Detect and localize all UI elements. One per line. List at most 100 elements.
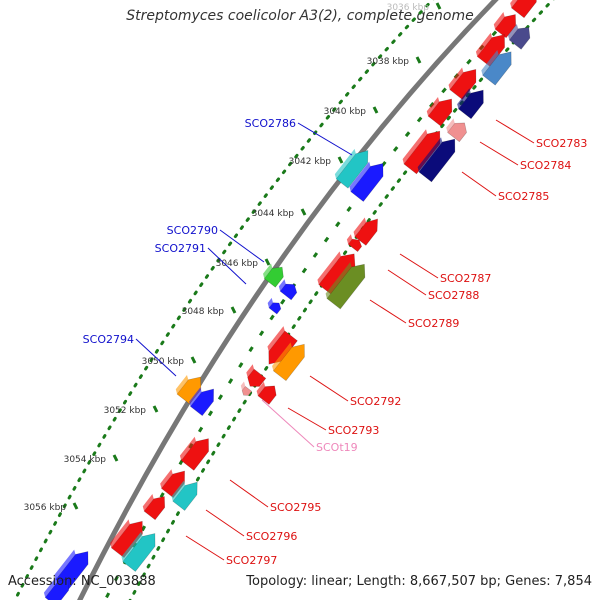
gene-label[interactable]: SCO2792: [350, 395, 401, 408]
gene-label[interactable]: SCO2783: [536, 137, 587, 150]
gene-arrow-bevel: [481, 49, 499, 76]
tick-mark: [230, 306, 237, 314]
label-leader-line: [495, 119, 535, 144]
gene-arrow-bevel: [246, 364, 255, 378]
gene-feature[interactable]: [479, 44, 518, 86]
gene-feature[interactable]: [241, 364, 268, 391]
label-leader-line: [369, 299, 407, 324]
gene-label[interactable]: SCO2790: [167, 224, 218, 237]
gene-feature[interactable]: [187, 382, 219, 417]
gene-label[interactable]: SCO2786: [245, 117, 296, 130]
gene-arrow[interactable]: [190, 384, 219, 417]
gene-arrow-bevel: [346, 234, 353, 245]
gene-arrow-bevel: [267, 297, 273, 308]
label-leader-line: [399, 253, 439, 279]
gene-label[interactable]: SCOt19: [316, 441, 358, 454]
gene-feature[interactable]: [447, 62, 482, 100]
gene-arrow[interactable]: [257, 382, 280, 405]
gene-arrow[interactable]: [482, 47, 518, 86]
tick-label: 3048 kbp: [182, 307, 225, 317]
gene-feature[interactable]: [170, 475, 203, 511]
gene-arrow[interactable]: [335, 146, 374, 189]
gene-feature[interactable]: [506, 20, 535, 50]
gene-feature[interactable]: [455, 83, 489, 120]
gene-arrow-bevel: [121, 531, 143, 562]
gene-feature[interactable]: [444, 116, 471, 143]
tick-mark: [190, 356, 197, 364]
tick-mark: [372, 106, 379, 114]
gene-feature[interactable]: [270, 337, 310, 382]
gene-label[interactable]: SCO2785: [498, 190, 549, 203]
gene-label[interactable]: SCO2794: [83, 333, 134, 346]
label-leader-line: [287, 407, 327, 431]
gene-feature[interactable]: [158, 464, 190, 499]
gene-feature[interactable]: [508, 0, 542, 19]
tick-mark: [72, 502, 79, 510]
gene-label[interactable]: SCO2791: [155, 242, 206, 255]
gene-arrow-bevel: [475, 32, 493, 57]
gene-arrow[interactable]: [326, 259, 371, 310]
gene-feature[interactable]: [178, 431, 215, 471]
gene-arrow[interactable]: [427, 94, 458, 127]
gene-arrow[interactable]: [161, 466, 190, 499]
gene-arrow[interactable]: [403, 126, 446, 175]
gene-label[interactable]: SCO2795: [270, 501, 321, 514]
gene-arrow-bevel: [189, 387, 202, 407]
gene-arrow-bevel: [142, 494, 154, 512]
gene-feature[interactable]: [108, 514, 148, 559]
label-leader-line: [461, 171, 497, 197]
gene-label[interactable]: SCO2796: [246, 530, 297, 543]
label-leader-line: [207, 247, 247, 285]
gene-arrow[interactable]: [347, 236, 364, 253]
gene-feature[interactable]: [255, 379, 280, 405]
gene-arrow-bevel: [508, 23, 519, 41]
gene-arrow[interactable]: [508, 23, 534, 50]
gene-arrow[interactable]: [418, 134, 461, 183]
gene-label[interactable]: SCO2788: [428, 289, 479, 302]
gene-label[interactable]: SCO2787: [440, 272, 491, 285]
tick-label: 3050 kbp: [142, 357, 185, 367]
label-leader-line: [297, 122, 353, 156]
gene-arrow-bevel: [448, 67, 464, 90]
gene-arrow[interactable]: [272, 339, 310, 382]
gene-feature[interactable]: [277, 278, 300, 301]
tick-label: 3054 kbp: [64, 455, 107, 465]
gene-arrow-bevel: [240, 381, 246, 391]
gene-label[interactable]: SCO2793: [328, 424, 379, 437]
gene-feature[interactable]: [345, 234, 364, 253]
gene-arrow[interactable]: [263, 263, 287, 288]
gene-feature[interactable]: [120, 526, 162, 572]
gene-feature[interactable]: [416, 132, 461, 183]
label-leader-line: [229, 479, 269, 508]
gene-labels[interactable]: SCO2783 SCO2784 SCO2785 SCO2786 SCO2787 SCO27…: [83, 117, 588, 567]
gene-arrow[interactable]: [458, 85, 489, 120]
gene-label[interactable]: SCO2797: [226, 554, 277, 567]
gene-feature[interactable]: [324, 257, 371, 310]
gene-arrow-bevel: [349, 161, 371, 192]
gene-feature[interactable]: [237, 381, 253, 398]
gene-feature[interactable]: [425, 92, 458, 127]
gene-feature[interactable]: [352, 212, 383, 246]
gene-label[interactable]: SCO2789: [408, 317, 459, 330]
gene-arrow-bevel: [446, 118, 455, 133]
gene-feature[interactable]: [266, 297, 283, 315]
label-leader-line: [479, 141, 519, 166]
gene-label[interactable]: SCO2784: [520, 159, 571, 172]
gene-arrow[interactable]: [354, 215, 383, 246]
gene-arrow[interactable]: [172, 478, 203, 511]
dotted-track-outer: [13, 0, 435, 600]
gene-feature[interactable]: [42, 571, 75, 600]
gene-arrow-bevel: [110, 519, 130, 548]
label-leader-line: [205, 509, 245, 537]
gene-feature[interactable]: [401, 124, 446, 175]
gene-feature[interactable]: [261, 260, 287, 288]
tick-label: 3052 kbp: [104, 406, 147, 416]
gene-arrow[interactable]: [511, 0, 542, 19]
gene-features[interactable]: [42, 0, 542, 600]
gene-feature[interactable]: [333, 143, 374, 189]
gene-arrow[interactable]: [447, 118, 471, 143]
gene-feature[interactable]: [348, 156, 390, 202]
gene-feature[interactable]: [141, 490, 170, 521]
